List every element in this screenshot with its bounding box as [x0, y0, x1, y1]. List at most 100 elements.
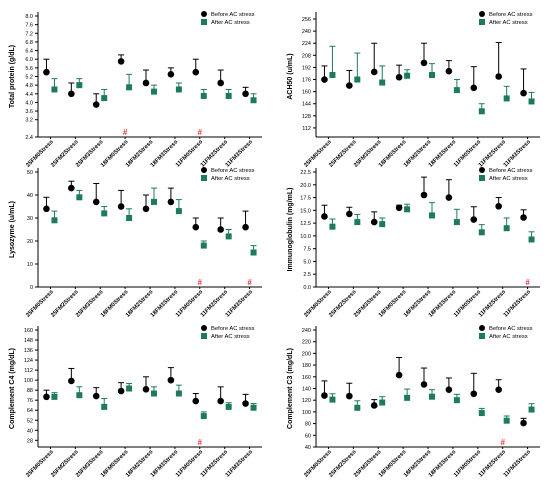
before-point [470, 216, 478, 223]
before-point [470, 390, 478, 398]
y-tick-label: 8.0 [25, 14, 33, 20]
before-point [167, 198, 175, 206]
y-tick-label: 76 [27, 398, 33, 404]
after-point [225, 233, 232, 240]
before-point [117, 58, 125, 65]
x-tick-label: 11FM3Stress [225, 289, 254, 318]
after-point [200, 242, 207, 249]
y-tick-label: 7.5 [303, 247, 311, 253]
significance-mark: # [525, 278, 530, 287]
after-point [453, 87, 460, 94]
after-point [175, 208, 182, 215]
y-tick-label: 7.6 [25, 23, 33, 29]
y-tick-label: 176 [302, 78, 311, 84]
legend-before-label: Before AC stress [489, 326, 533, 332]
y-axis-label: Complement C3 (mg/dL) [287, 348, 294, 429]
y-tick-label: 100 [24, 378, 33, 384]
before-point [395, 204, 403, 212]
y-tick-label: 60 [305, 433, 311, 439]
legend-after-label: After AC stress [211, 176, 250, 182]
legend-after-marker [201, 333, 207, 339]
before-point [495, 73, 502, 80]
after-point [101, 403, 108, 410]
legend-before-marker [201, 11, 207, 17]
y-tick-label: 112 [302, 126, 311, 132]
before-point [321, 392, 328, 399]
after-point [250, 249, 257, 256]
significance-mark: # [198, 438, 203, 447]
y-tick-label: 200 [302, 351, 311, 357]
legend-after-label: After AC stress [211, 334, 250, 340]
legend-before-marker [479, 167, 485, 173]
after-point [250, 97, 257, 104]
before-point [420, 191, 428, 199]
legend-before-marker [201, 325, 207, 331]
y-tick-label: 208 [302, 53, 311, 59]
after-point [225, 92, 232, 99]
after-point [478, 410, 485, 417]
y-tick-label: 40 [27, 428, 33, 434]
y-tick-label: 6.0 [25, 57, 33, 63]
before-point [242, 90, 249, 98]
before-point [370, 68, 378, 76]
after-point [200, 92, 207, 99]
y-tick-label: 256 [302, 17, 311, 23]
after-point [404, 394, 411, 401]
legend-after-marker [201, 175, 207, 181]
after-point [379, 79, 386, 86]
after-point [76, 82, 83, 89]
after-point [354, 76, 361, 83]
after-point [329, 223, 336, 230]
chart-panel-b: 112 128 144 160 176 192 208 224 240 256 ACH50 (u/m… [287, 11, 540, 169]
before-point [167, 376, 175, 384]
legend-before-marker [201, 167, 207, 173]
x-tick-label: 11FM3Stress [225, 139, 254, 168]
legend-after-marker [479, 175, 485, 181]
before-point [142, 205, 150, 213]
after-point [225, 403, 232, 410]
after-point [379, 399, 386, 406]
after-point [503, 417, 510, 424]
chart-panel-e: 28 40 52 64 76 88 100 112 124 136 148 160 Complement… [9, 325, 262, 479]
y-tick-label: 2.4 [25, 135, 33, 141]
after-point [76, 392, 83, 399]
y-tick-label: 64 [27, 408, 33, 414]
x-tick-label: 11FM3Stress [503, 139, 532, 168]
y-tick-label: 2.5 [303, 272, 311, 278]
significance-mark: # [123, 128, 128, 137]
y-tick-label: 10 [27, 262, 33, 268]
before-point [370, 402, 378, 409]
y-tick-label: 100 [302, 410, 311, 416]
y-tick-label: 128 [302, 114, 311, 120]
after-point [354, 404, 361, 411]
after-point [175, 390, 182, 397]
y-tick-label: 20 [27, 239, 33, 245]
after-point [151, 198, 157, 205]
legend-after-label: After AC stress [489, 176, 528, 182]
after-point [76, 194, 83, 201]
after-point [404, 72, 411, 79]
after-point [429, 393, 435, 400]
after-point [379, 221, 386, 228]
legend-before-label: Before AC stress [211, 12, 255, 18]
legend-after-label: After AC stress [489, 20, 528, 26]
y-tick-label: 10.0 [300, 234, 311, 240]
after-point [429, 71, 435, 78]
y-tick-label: 160 [302, 375, 311, 381]
y-axis-label: Lysozyme (u/mL) [9, 201, 16, 258]
after-point [126, 215, 133, 221]
y-tick-label: 80 [305, 422, 311, 428]
after-point [404, 206, 411, 213]
before-point [520, 419, 527, 427]
y-tick-label: 3.6 [25, 109, 33, 115]
before-point [92, 392, 100, 400]
x-tick-label: 11FM3Stress [503, 449, 532, 478]
before-point [420, 381, 428, 388]
y-tick-label: 0 [30, 285, 33, 291]
before-point [445, 386, 453, 393]
y-tick-label: 192 [302, 65, 311, 71]
y-axis-label: ACH50 (u/mL) [287, 53, 294, 99]
y-tick-label: 40 [305, 445, 311, 451]
before-point [192, 68, 200, 76]
